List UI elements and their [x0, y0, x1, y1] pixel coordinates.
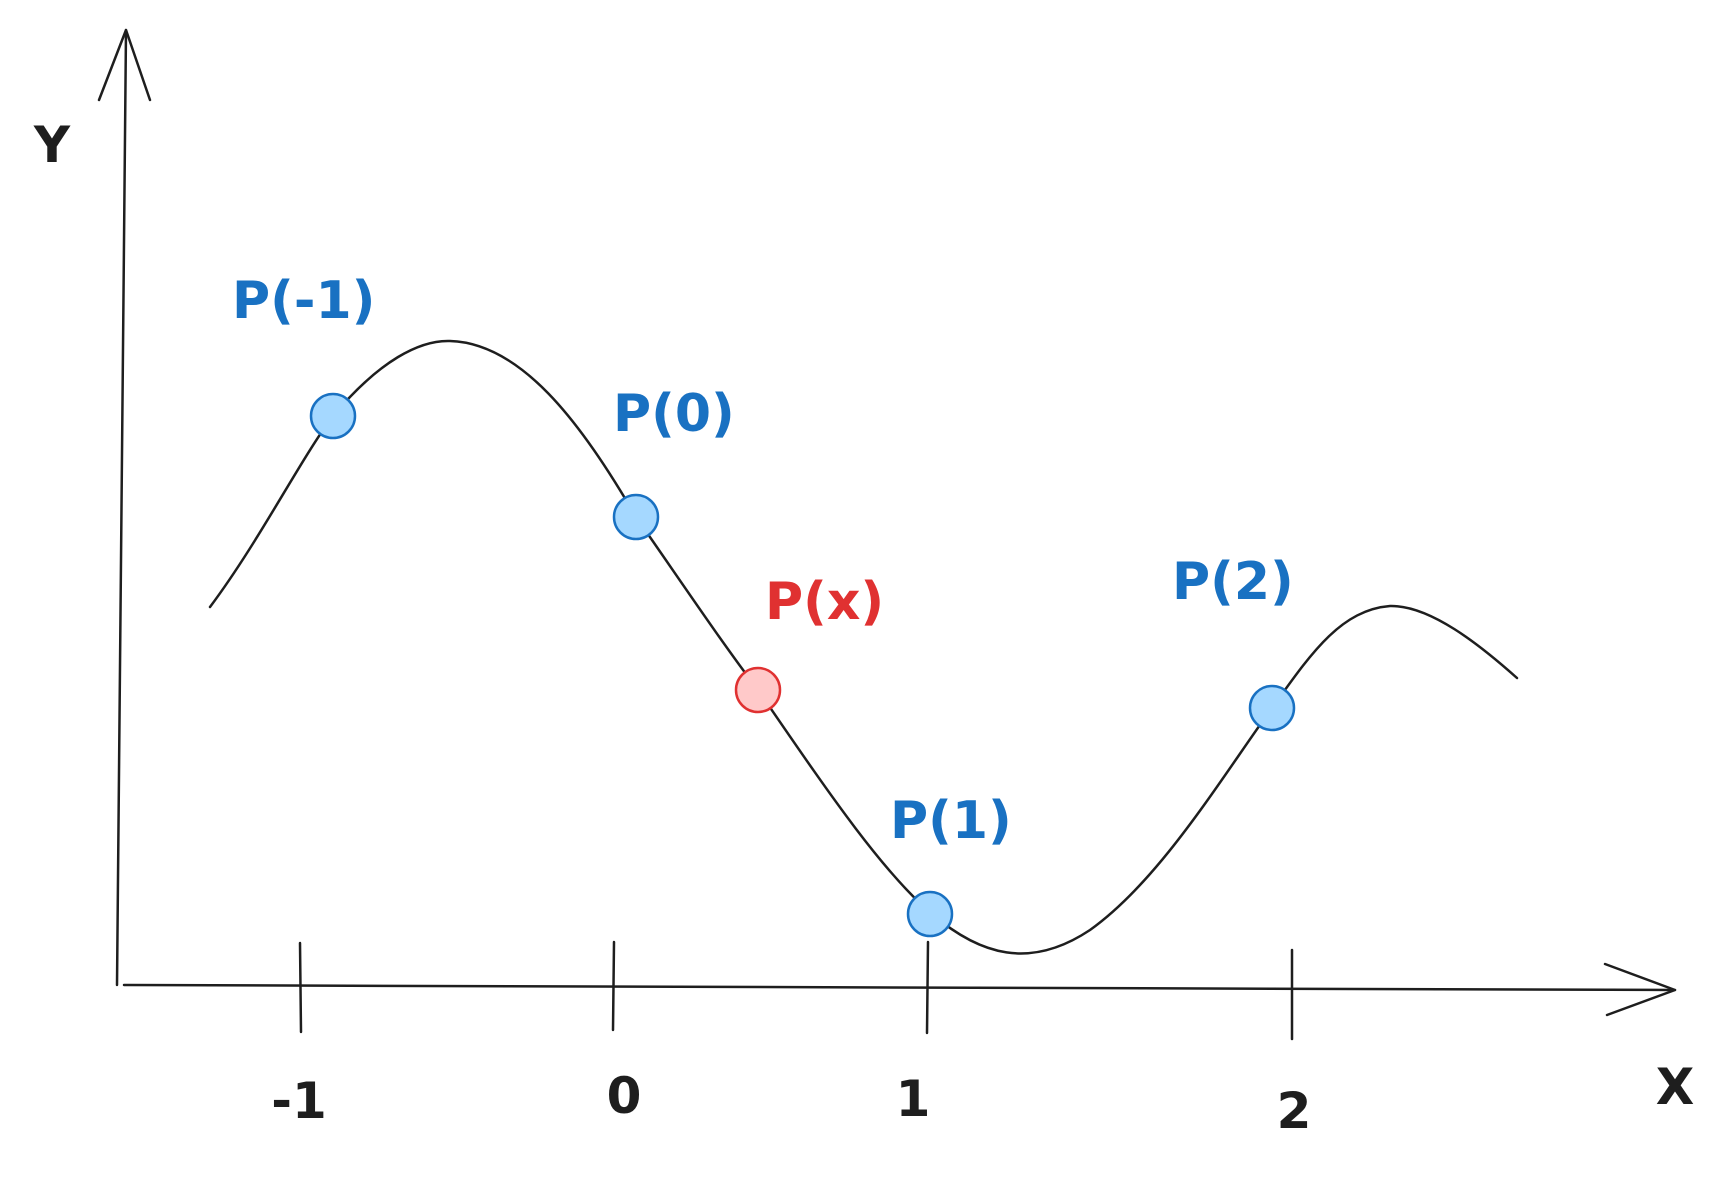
x-axis-ticks	[298, 940, 1294, 1041]
tick-mark-0	[611, 940, 616, 1032]
y-axis	[97, 28, 152, 987]
x-axis-tick-labels: -1 0 1 2	[271, 1067, 1311, 1140]
tick-label-minus-1: -1	[271, 1072, 327, 1130]
point-label-p-2: P(2)	[1172, 552, 1294, 612]
point-marker-p-x[interactable]	[734, 666, 782, 714]
y-axis-label: Y	[33, 116, 71, 174]
tick-label-0: 0	[607, 1067, 642, 1125]
point-label-p-1: P(1)	[890, 791, 1012, 851]
point-marker-p-2[interactable]	[1248, 684, 1296, 732]
point-label-p-minus-1: P(-1)	[232, 271, 375, 331]
x-axis-line	[122, 983, 1677, 992]
point-marker-p-minus-1[interactable]	[309, 392, 357, 440]
point-labels: P(-1) P(0) P(x) P(1) P(2)	[232, 271, 1294, 851]
data-points	[309, 392, 1296, 938]
point-label-p-x: P(x)	[765, 572, 884, 632]
point-label-p-0: P(0)	[613, 384, 735, 444]
interpolating-curve	[208, 339, 1519, 955]
tick-label-2: 2	[1277, 1082, 1312, 1140]
tick-mark-1	[925, 940, 930, 1035]
tick-label-1: 1	[896, 1070, 931, 1128]
point-marker-p-1[interactable]	[906, 890, 954, 938]
y-axis-arrowhead	[97, 28, 152, 102]
x-axis-label: X	[1656, 1058, 1695, 1116]
tick-mark-minus-1	[298, 941, 303, 1034]
y-axis-line	[115, 28, 128, 987]
x-axis	[122, 962, 1677, 1017]
x-axis-arrowhead	[1603, 962, 1677, 1017]
point-marker-p-0[interactable]	[612, 493, 660, 541]
